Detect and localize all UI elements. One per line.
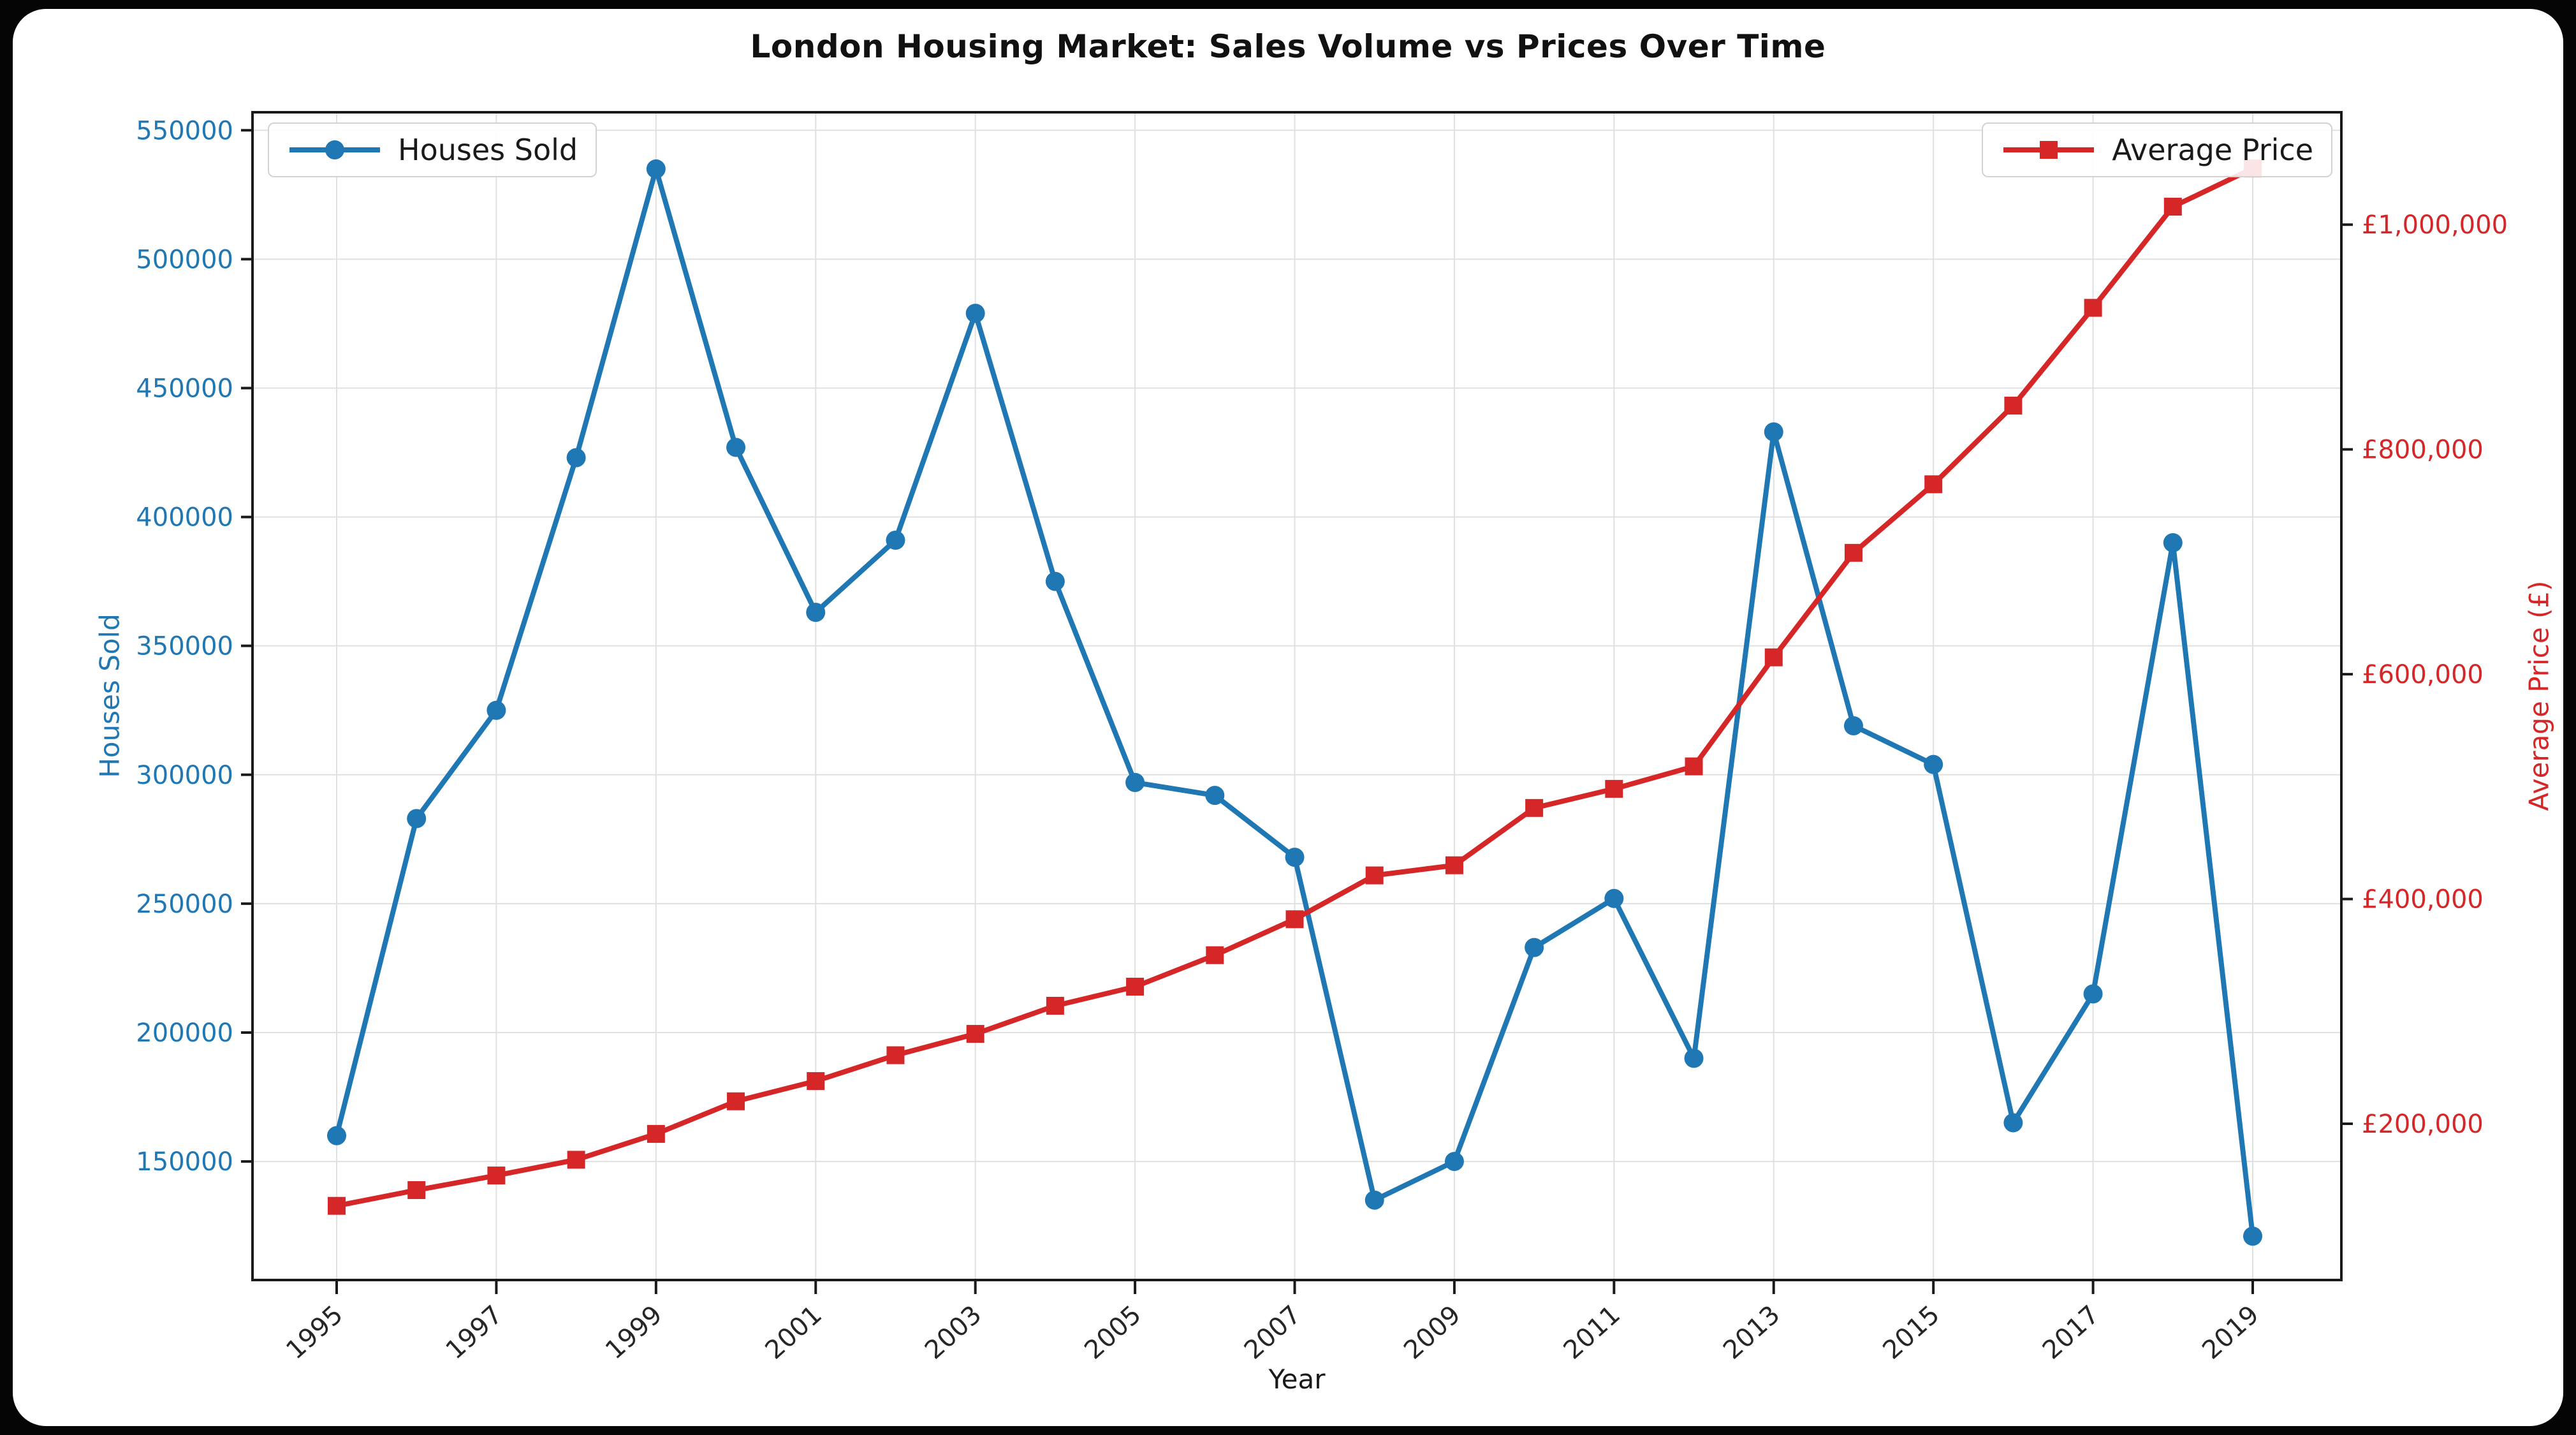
point-houses-sold-2014 xyxy=(1843,716,1863,735)
point-average-price-1999 xyxy=(647,1124,665,1143)
point-average-price-2012 xyxy=(1685,757,1703,776)
point-average-price-2001 xyxy=(807,1072,825,1091)
point-average-price-2015 xyxy=(1924,475,1943,494)
point-houses-sold-2005 xyxy=(1125,772,1145,792)
chart-title: London Housing Market: Sales Volume vs P… xyxy=(750,28,1826,65)
x-tick-label: 2005 xyxy=(1079,1300,1146,1365)
point-houses-sold-2016 xyxy=(2003,1113,2023,1133)
legend-houses-sold-label: Houses Sold xyxy=(398,133,578,167)
point-houses-sold-1997 xyxy=(487,700,506,720)
x-tick-label: 1999 xyxy=(600,1300,668,1365)
y-left-tick-label: 550000 xyxy=(136,116,233,145)
point-houses-sold-1999 xyxy=(646,159,666,179)
point-average-price-2004 xyxy=(1046,997,1064,1015)
point-average-price-2003 xyxy=(966,1025,984,1043)
point-houses-sold-2011 xyxy=(1604,888,1624,908)
point-average-price-1998 xyxy=(567,1151,585,1169)
point-average-price-2014 xyxy=(1844,543,1862,562)
point-average-price-1995 xyxy=(328,1196,346,1215)
y-left-tick-label: 150000 xyxy=(136,1147,233,1177)
figure-background xyxy=(13,9,2563,1426)
y-left-tick-label: 500000 xyxy=(136,245,233,274)
point-houses-sold-1996 xyxy=(407,809,427,828)
point-average-price-2016 xyxy=(2004,396,2023,415)
y-left-tick-label: 450000 xyxy=(136,374,233,403)
point-average-price-1996 xyxy=(407,1181,426,1200)
x-tick-label: 2001 xyxy=(760,1300,828,1365)
y-left-tick-label: 350000 xyxy=(136,632,233,661)
point-houses-sold-1998 xyxy=(566,448,586,467)
x-tick-label: 2019 xyxy=(2197,1300,2264,1365)
point-houses-sold-2017 xyxy=(2083,984,2103,1004)
point-houses-sold-2007 xyxy=(1285,848,1305,867)
axes-spines xyxy=(251,111,2343,1281)
point-houses-sold-2004 xyxy=(1045,571,1065,591)
point-average-price-2009 xyxy=(1445,856,1463,874)
point-average-price-2010 xyxy=(1525,798,1544,817)
y-right-tick-label: £800,000 xyxy=(2362,436,2484,465)
y-axis-label-left: Houses Sold xyxy=(94,614,126,778)
legend-houses-sold-glyph xyxy=(289,140,380,159)
point-houses-sold-2010 xyxy=(1525,938,1544,957)
point-average-price-2017 xyxy=(2084,298,2102,317)
x-tick-label: 1995 xyxy=(281,1300,348,1365)
point-average-price-2000 xyxy=(727,1092,745,1110)
point-houses-sold-2018 xyxy=(2163,533,2183,553)
point-houses-sold-2002 xyxy=(886,530,905,550)
point-average-price-2007 xyxy=(1285,910,1304,929)
x-tick-label: 1997 xyxy=(441,1300,508,1365)
y-left-tick-label: 300000 xyxy=(136,761,233,790)
y-axis-label-right: Average Price (£) xyxy=(2523,580,2555,811)
x-tick-label: 2003 xyxy=(919,1300,987,1365)
point-average-price-2002 xyxy=(886,1046,905,1064)
point-houses-sold-2008 xyxy=(1365,1190,1384,1210)
x-tick-label: 2015 xyxy=(1877,1300,1945,1365)
legend-average-price-label: Average Price xyxy=(2112,133,2313,167)
point-average-price-2006 xyxy=(1206,946,1224,964)
y-left-tick-label: 200000 xyxy=(136,1019,233,1048)
point-average-price-2005 xyxy=(1126,978,1145,996)
point-average-price-2011 xyxy=(1605,779,1623,798)
point-houses-sold-2009 xyxy=(1444,1152,1464,1172)
y-right-tick-label: £200,000 xyxy=(2362,1110,2484,1139)
y-left-tick-label: 250000 xyxy=(136,890,233,919)
y-left-tick-label: 400000 xyxy=(136,503,233,533)
y-right-tick-label: £600,000 xyxy=(2362,660,2484,689)
y-right-tick-label: £1,000,000 xyxy=(2362,210,2508,240)
x-tick-label: 2009 xyxy=(1398,1300,1466,1365)
point-houses-sold-2019 xyxy=(2243,1226,2262,1246)
point-houses-sold-2003 xyxy=(965,304,985,323)
point-houses-sold-1995 xyxy=(327,1126,346,1145)
point-average-price-2013 xyxy=(1764,648,1783,666)
legend-houses-sold: Houses Sold xyxy=(268,122,597,177)
point-average-price-1997 xyxy=(487,1166,506,1185)
point-houses-sold-2000 xyxy=(726,438,746,457)
point-houses-sold-2012 xyxy=(1684,1049,1704,1068)
legend-marker-square xyxy=(2040,141,2058,159)
legend-average-price-glyph xyxy=(2003,141,2095,159)
x-tick-label: 2007 xyxy=(1239,1300,1306,1365)
point-houses-sold-2006 xyxy=(1205,786,1225,806)
point-houses-sold-2013 xyxy=(1764,422,1783,442)
x-tick-label: 2011 xyxy=(1558,1300,1626,1365)
legend-marker-circle xyxy=(325,140,344,159)
point-average-price-2018 xyxy=(2163,198,2182,216)
legend-average-price: Average Price xyxy=(1982,122,2332,177)
point-average-price-2008 xyxy=(1365,866,1384,885)
y-right-tick-label: £400,000 xyxy=(2362,885,2484,915)
point-houses-sold-2001 xyxy=(806,603,826,622)
point-houses-sold-2015 xyxy=(1924,754,1943,774)
x-axis-label: Year xyxy=(1268,1364,1326,1395)
x-tick-label: 2017 xyxy=(2037,1300,2105,1365)
x-tick-label: 2013 xyxy=(1718,1300,1785,1365)
